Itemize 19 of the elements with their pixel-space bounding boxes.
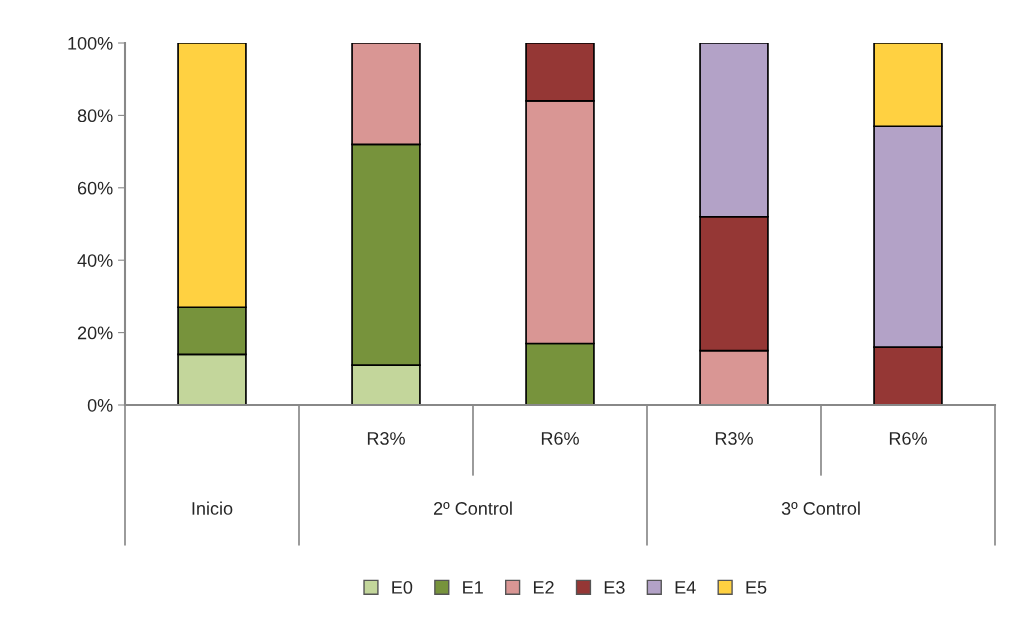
y-tick-label: 60% (77, 181, 113, 195)
y-tick-label: 80% (77, 109, 113, 123)
x-tick-label: R6% (889, 432, 927, 445)
x-tick-label: R6% (541, 432, 579, 445)
legend-label: E4 (675, 581, 696, 594)
text: 3º Control (781, 501, 860, 515)
x-tick-label: R3% (367, 432, 405, 445)
text: 2º Control (433, 501, 512, 515)
legend-label: E3 (604, 581, 625, 594)
x-tick-label: R3% (715, 432, 753, 445)
y-tick-label: 40% (77, 254, 113, 267)
y-tick-label: 0% (87, 398, 113, 412)
legend-label: E0 (392, 581, 413, 594)
y-tick-label: 100% (68, 36, 113, 50)
legend-label: E5 (746, 581, 767, 594)
legend-label: E2 (533, 581, 554, 594)
text: Inicio (192, 501, 233, 515)
legend-label: E1 (463, 581, 483, 594)
y-tick-label: 20% (77, 326, 113, 340)
